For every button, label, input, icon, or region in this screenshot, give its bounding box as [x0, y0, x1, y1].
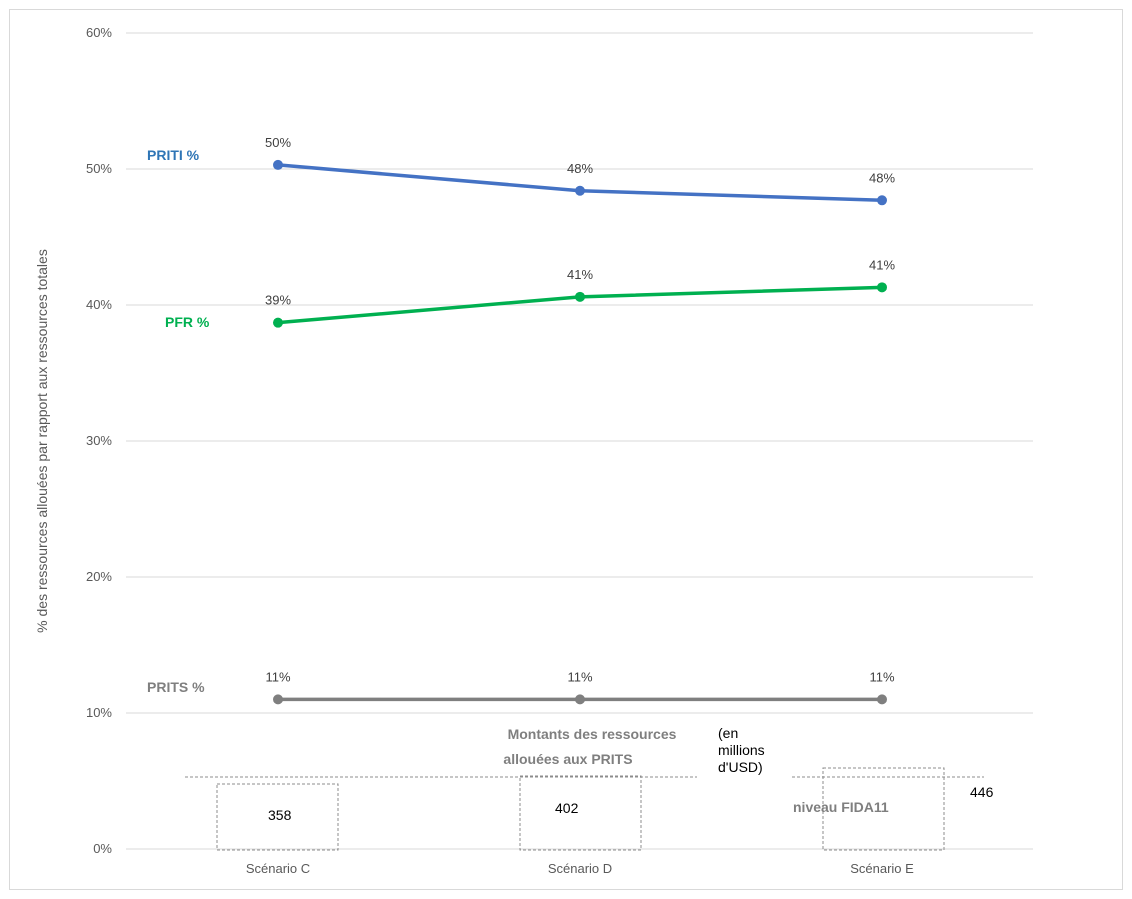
amount-box-scenario-d — [519, 775, 642, 851]
annotation-title-line-2: allouées aux PRITS — [503, 751, 632, 767]
series-pfr: 39% 41% 41% — [265, 257, 895, 328]
y-tick-label: 40% — [86, 297, 112, 312]
data-label-prits: 11% — [567, 669, 592, 684]
x-axis-ticks: Scénario C Scénario D Scénario E — [246, 861, 914, 876]
data-point-prits — [575, 694, 585, 705]
data-label-prits: 11% — [265, 669, 290, 684]
x-tick-label: Scénario E — [850, 861, 914, 876]
series-name-prits: PRITS % — [147, 679, 205, 695]
series-name-labels: PRITI % PFR % PRITS % — [147, 147, 210, 695]
prits-amounts-annotation: Montants des ressources allouées aux PRI… — [185, 725, 994, 851]
x-tick-label: Scénario D — [548, 861, 612, 876]
annotation-unit-line-3: d'USD) — [718, 759, 763, 775]
series-priti: 50% 48% 48% — [265, 135, 895, 206]
data-point-pfr — [877, 282, 887, 293]
fida11-level-label: niveau FIDA11 — [793, 799, 889, 815]
data-point-pfr — [273, 317, 283, 328]
data-label-pfr: 41% — [567, 267, 593, 282]
x-tick-label: Scénario C — [246, 861, 310, 876]
data-point-priti — [273, 159, 283, 170]
y-tick-label: 0% — [93, 841, 112, 856]
series-name-pfr: PFR % — [165, 314, 210, 330]
data-point-prits — [273, 694, 283, 705]
series-lines: 50% 48% 48% 39% 41% 41% 11% 11% 11% — [265, 135, 895, 705]
annotation-unit-line-1: (en — [718, 725, 738, 741]
annotation-unit-line-2: millions — [718, 742, 765, 758]
series-prits: 11% 11% 11% — [265, 669, 895, 705]
data-point-prits — [877, 694, 887, 705]
y-tick-label: 60% — [86, 25, 112, 40]
data-label-priti: 48% — [567, 161, 593, 176]
y-axis-label: % des ressources allouées par rapport au… — [34, 249, 50, 633]
amount-label-scenario-d: 402 — [555, 800, 579, 816]
data-label-prits: 11% — [869, 669, 894, 684]
y-tick-label: 20% — [86, 569, 112, 584]
data-label-priti: 48% — [869, 170, 895, 185]
data-label-priti: 50% — [265, 135, 291, 150]
chart-frame — [9, 9, 1123, 890]
amount-box-scenario-c — [216, 783, 339, 851]
y-tick-label: 10% — [86, 705, 112, 720]
data-point-pfr — [575, 291, 585, 302]
amount-label-scenario-e: 446 — [970, 784, 994, 800]
data-label-pfr: 39% — [265, 293, 291, 308]
data-point-priti — [877, 195, 887, 206]
y-tick-label: 50% — [86, 161, 112, 176]
y-tick-label: 30% — [86, 433, 112, 448]
amount-label-scenario-c: 358 — [268, 807, 292, 823]
y-axis-ticks: 0% 10% 20% 30% 40% 50% 60% — [86, 25, 112, 856]
data-label-pfr: 41% — [869, 257, 895, 272]
data-point-priti — [575, 185, 585, 196]
annotation-title-line-1: Montants des ressources — [508, 726, 677, 742]
amount-box-scenario-e — [822, 767, 945, 851]
series-name-priti: PRITI % — [147, 147, 200, 163]
